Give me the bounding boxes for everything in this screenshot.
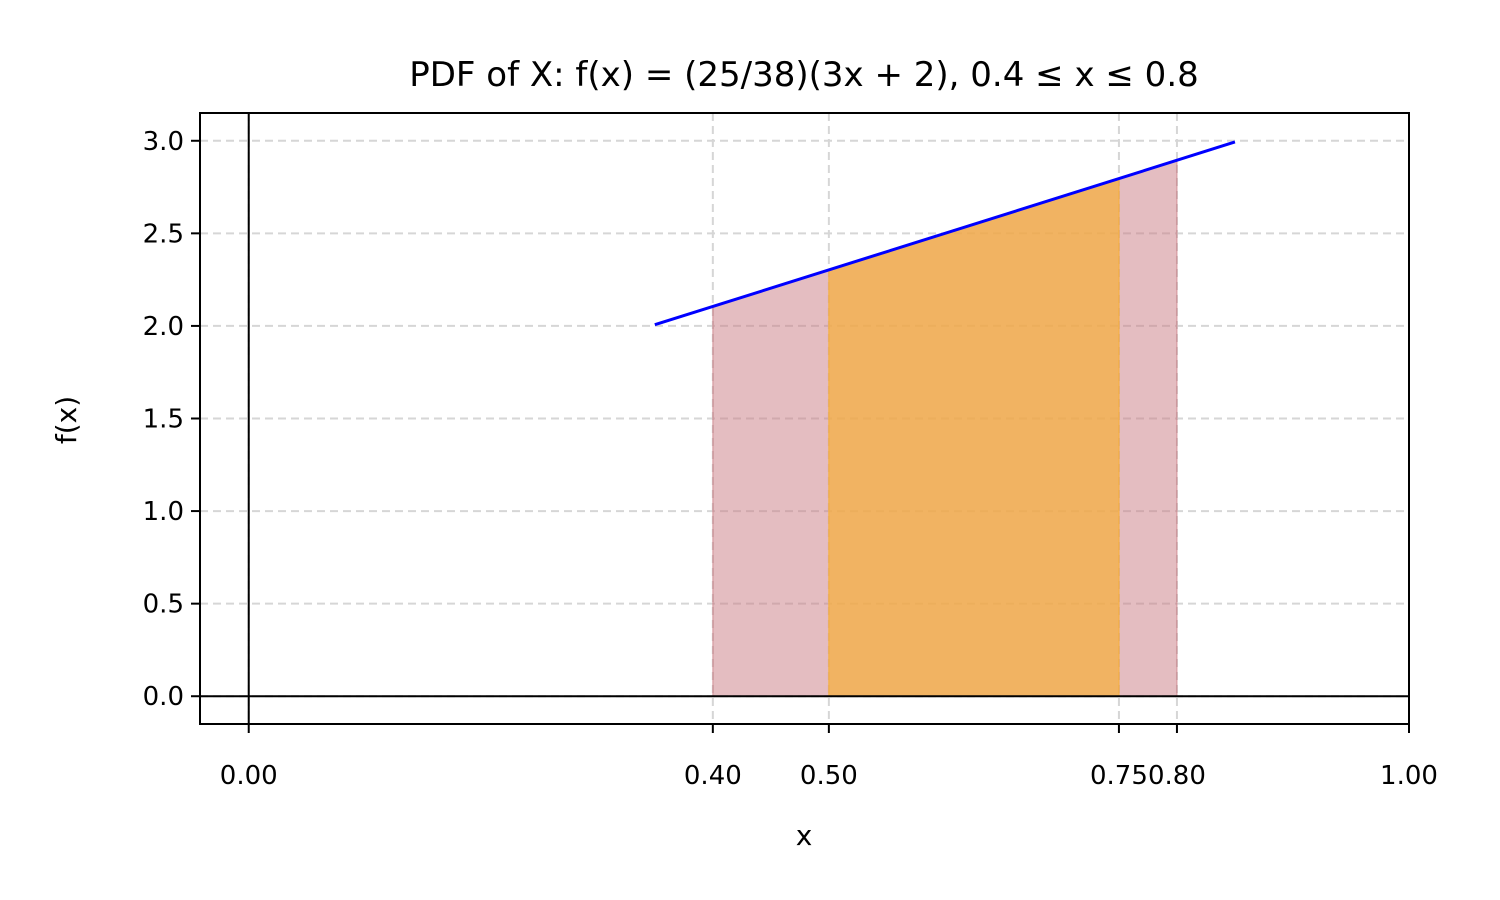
y-ticks: 0.0 0.5 1.0 1.5 2.0 2.5 3.0	[143, 127, 200, 712]
reference-lines	[200, 113, 1409, 724]
y-tick-label-2: 1.0	[143, 497, 184, 527]
x-tick-label-5: 1.00	[1380, 761, 1438, 791]
pdf-curve-group	[654, 140, 1236, 327]
y-tick-label-0: 0.0	[143, 682, 184, 712]
y-tick-label-1: 0.5	[143, 590, 184, 620]
y-tick-label-5: 2.5	[143, 219, 184, 249]
y-tick-label-4: 2.0	[143, 312, 184, 342]
x-axis-label: x	[796, 819, 813, 852]
y-axis-label: f(x)	[50, 396, 83, 444]
x-tick-label-1: 0.40	[684, 761, 742, 791]
shaded-regions	[712, 159, 1178, 697]
y-tick-label-6: 3.0	[143, 127, 184, 157]
x-tick-label-2: 0.50	[800, 761, 858, 791]
pdf-line	[654, 140, 1236, 327]
x-tick-label-0: 0.00	[220, 761, 278, 791]
y-tick-label-3: 1.5	[143, 405, 184, 435]
chart-title: PDF of X: f(x) = (25/38)(3x + 2), 0.4 ≤ …	[409, 55, 1199, 95]
x-tick-label-4: 0.80	[1148, 761, 1206, 791]
x-ticks: 0.00 0.40 0.50 0.75 0.80 1.00	[220, 724, 1438, 791]
x-tick-label-3: 0.75	[1090, 761, 1148, 791]
